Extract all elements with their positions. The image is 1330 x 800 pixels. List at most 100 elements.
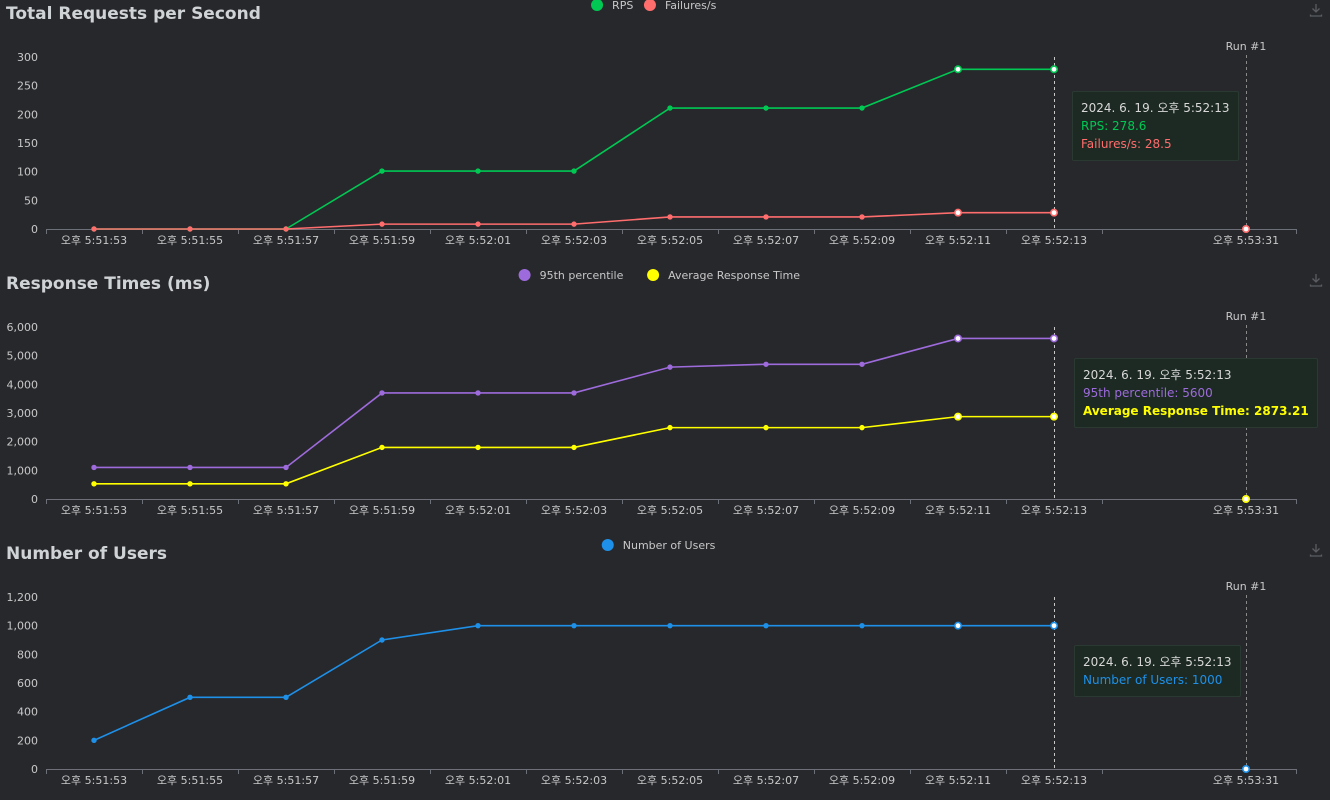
data-point[interactable] bbox=[187, 464, 193, 471]
response-times-chart-panel: 0 1,000 2,000 3,000 4,000 5,000 6,000 오후 5:51:5… bbox=[0, 269, 1330, 540]
tooltip-value: Number of Users: 1000 bbox=[1083, 673, 1223, 687]
data-point[interactable] bbox=[953, 412, 962, 421]
data-point[interactable] bbox=[283, 226, 289, 232]
x-tick-label: 오후 5:52:13 bbox=[1021, 504, 1087, 517]
chart-tooltip: 2024. 6. 19. 오후 5:52:13 Number of Users: … bbox=[1074, 645, 1241, 697]
data-point[interactable] bbox=[91, 226, 97, 232]
data-point[interactable] bbox=[283, 694, 289, 701]
data-point[interactable] bbox=[667, 622, 673, 629]
x-tick-label: 오후 5:51:55 bbox=[157, 504, 223, 517]
x-tick-label: 오후 5:52:13 bbox=[1021, 234, 1087, 247]
data-point[interactable] bbox=[1242, 495, 1251, 504]
data-point[interactable] bbox=[953, 621, 962, 630]
data-point[interactable] bbox=[187, 481, 193, 487]
run-marker-label: Run #1 bbox=[1226, 40, 1267, 53]
data-point[interactable] bbox=[859, 424, 865, 431]
data-point[interactable] bbox=[379, 168, 385, 174]
data-point[interactable] bbox=[763, 424, 769, 431]
tooltip-date: 2024. 6. 19. 오후 5:52:13 bbox=[1081, 101, 1230, 115]
data-point[interactable] bbox=[475, 168, 481, 174]
data-point[interactable] bbox=[475, 444, 481, 451]
data-point[interactable] bbox=[1242, 225, 1251, 234]
tooltip-date: 2024. 6. 19. 오후 5:52:13 bbox=[1083, 655, 1232, 669]
response-times-chart: 0 1,000 2,000 3,000 4,000 5,000 6,000 오후 5:51:5… bbox=[7, 269, 1297, 517]
data-point[interactable] bbox=[953, 208, 962, 217]
data-point[interactable] bbox=[475, 622, 481, 629]
x-tick-label: 오후 5:51:55 bbox=[157, 774, 223, 787]
legend-item[interactable]: RPS bbox=[591, 0, 633, 12]
data-point[interactable] bbox=[571, 221, 577, 227]
y-tick-label: 200 bbox=[17, 108, 38, 121]
data-point[interactable] bbox=[475, 221, 481, 227]
data-point[interactable] bbox=[763, 622, 769, 629]
y-tick-label: 400 bbox=[17, 706, 38, 719]
x-tick-label: 오후 5:52:01 bbox=[445, 504, 511, 517]
download-icon[interactable] bbox=[1308, 2, 1324, 18]
series-line bbox=[94, 68, 1054, 230]
data-point[interactable] bbox=[187, 694, 193, 701]
data-point[interactable] bbox=[859, 622, 865, 629]
data-point[interactable] bbox=[91, 481, 97, 487]
y-tick-label: 0 bbox=[31, 493, 38, 506]
x-tick-label: 오후 5:52:09 bbox=[829, 504, 895, 517]
x-tick-label: 오후 5:52:11 bbox=[925, 774, 991, 787]
data-point[interactable] bbox=[571, 168, 577, 174]
data-point[interactable] bbox=[1050, 208, 1059, 217]
data-point[interactable] bbox=[859, 214, 865, 220]
chart-title: Total Requests per Second bbox=[6, 4, 261, 24]
data-point[interactable] bbox=[859, 361, 865, 367]
y-tick-label: 0 bbox=[31, 763, 38, 776]
legend-marker bbox=[647, 269, 660, 281]
data-point[interactable] bbox=[571, 444, 577, 451]
data-point[interactable] bbox=[1050, 334, 1059, 343]
x-tick-label: 오후 5:51:53 bbox=[61, 774, 127, 787]
data-point[interactable] bbox=[475, 390, 481, 396]
data-point[interactable] bbox=[379, 221, 385, 227]
data-point[interactable] bbox=[1050, 621, 1059, 630]
download-icon[interactable] bbox=[1308, 272, 1324, 288]
x-tick-label: 오후 5:52:07 bbox=[733, 774, 799, 787]
legend-label: Number of Users bbox=[623, 539, 716, 552]
data-point[interactable] bbox=[1242, 765, 1251, 774]
data-point[interactable] bbox=[667, 105, 673, 111]
data-point[interactable] bbox=[763, 105, 769, 111]
data-point[interactable] bbox=[379, 444, 385, 451]
legend-marker bbox=[518, 269, 531, 281]
data-point[interactable] bbox=[859, 105, 865, 111]
x-tick-label: 오후 5:53:31 bbox=[1213, 504, 1279, 517]
legend-item[interactable]: 95th percentile bbox=[518, 269, 624, 282]
data-point[interactable] bbox=[763, 361, 769, 367]
download-icon[interactable] bbox=[1308, 542, 1324, 558]
tooltip-value: 95th percentile: 5600 bbox=[1083, 386, 1213, 400]
data-point[interactable] bbox=[379, 390, 385, 396]
data-point[interactable] bbox=[91, 737, 97, 744]
legend-item[interactable]: Number of Users bbox=[601, 539, 716, 552]
y-tick-label: 3,000 bbox=[7, 407, 39, 420]
data-point[interactable] bbox=[763, 214, 769, 220]
data-point[interactable] bbox=[667, 214, 673, 220]
y-tick-label: 250 bbox=[17, 80, 38, 93]
data-point[interactable] bbox=[1050, 65, 1059, 74]
x-tick-label: 오후 5:52:01 bbox=[445, 774, 511, 787]
legend-marker bbox=[643, 0, 656, 11]
data-point[interactable] bbox=[571, 622, 577, 629]
data-point[interactable] bbox=[667, 364, 673, 370]
rps-chart: 0 50 100 150 200 250 300 오후 5:51:53 오후 5:51:55 오후… bbox=[17, 0, 1297, 247]
legend-item[interactable]: Average Response Time bbox=[647, 269, 800, 282]
data-point[interactable] bbox=[571, 390, 577, 396]
data-point[interactable] bbox=[953, 65, 962, 74]
data-point[interactable] bbox=[91, 464, 97, 471]
data-point[interactable] bbox=[283, 464, 289, 471]
series-line bbox=[93, 624, 1054, 742]
data-point[interactable] bbox=[283, 481, 289, 487]
legend-item[interactable]: Failures/s bbox=[643, 0, 717, 12]
x-tick-label: 오후 5:52:09 bbox=[829, 234, 895, 247]
data-point[interactable] bbox=[953, 334, 962, 343]
data-point[interactable] bbox=[379, 637, 385, 643]
data-point[interactable] bbox=[187, 226, 193, 232]
chart-title: Response Times (ms) bbox=[6, 274, 211, 294]
chart-title: Number of Users bbox=[6, 544, 167, 564]
data-point[interactable] bbox=[1050, 412, 1059, 421]
data-point[interactable] bbox=[667, 424, 673, 431]
